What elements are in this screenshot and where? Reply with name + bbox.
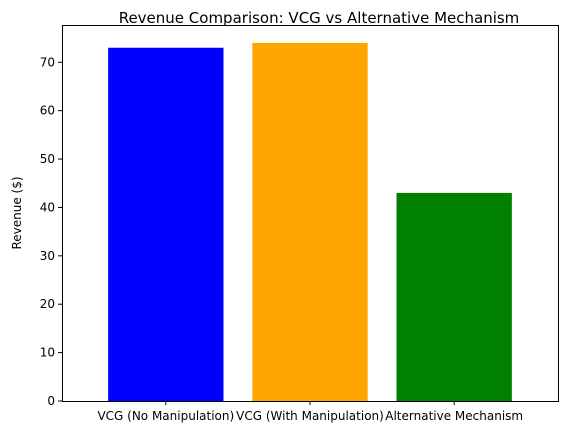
- bars-group: [108, 42, 512, 402]
- chart-title: Revenue Comparison: VCG vs Alternative M…: [119, 9, 520, 27]
- bar-alternative-mechanism: [396, 192, 512, 401]
- plot-frame: [62, 25, 559, 402]
- y-axis-label: Revenue ($): [10, 176, 24, 249]
- bar-vcg-no-manipulation: [108, 47, 224, 401]
- x-tick-label: Alternative Mechanism: [385, 409, 523, 423]
- y-axis: 0 10 20 30 40 50 60 70: [40, 55, 62, 408]
- bar-vcg-with-manipulation: [252, 42, 368, 402]
- y-tick-label: 40: [40, 200, 55, 214]
- y-tick-label: 30: [40, 249, 55, 263]
- y-tick-label: 70: [40, 55, 55, 69]
- y-tick-label: 60: [40, 104, 55, 118]
- x-tick-label: VCG (With Manipulation): [236, 409, 384, 423]
- y-tick-label: 20: [40, 297, 55, 311]
- y-tick-label: 0: [47, 394, 55, 408]
- y-tick-label: 10: [40, 346, 55, 360]
- x-tick-label: VCG (No Manipulation): [97, 409, 234, 423]
- x-axis: VCG (No Manipulation) VCG (With Manipulat…: [97, 401, 523, 423]
- plot-area: 0 10 20 30 40 50 60 70 VCG (No Manipulation) VCG…: [40, 25, 559, 423]
- y-tick-label: 50: [40, 152, 55, 166]
